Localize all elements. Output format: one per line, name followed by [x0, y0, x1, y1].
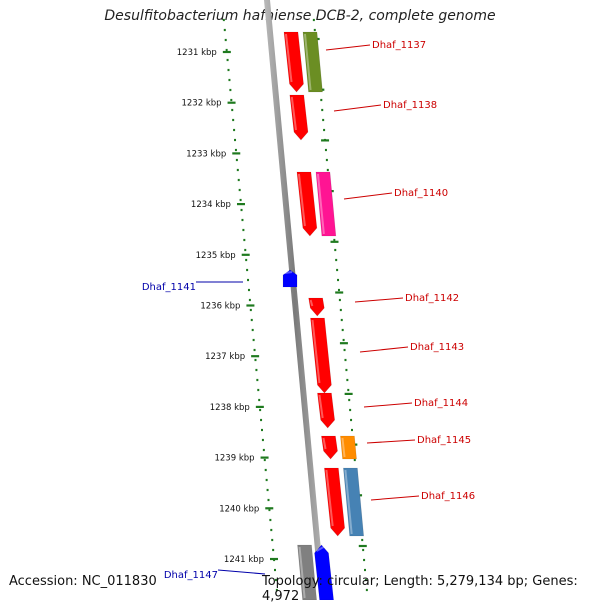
gene-dhaf-1137[interactable] — [283, 31, 323, 93]
gene-label-leader — [333, 104, 382, 112]
gene-block[interactable] — [340, 435, 357, 460]
gene-label[interactable]: Dhaf_1140 — [394, 188, 448, 199]
gene-label[interactable]: Dhaf_1141 — [142, 282, 196, 293]
gene-highlight — [309, 299, 314, 307]
gene-dhaf-1138[interactable] — [289, 94, 309, 141]
genome-title: Desulfitobacterium hafniense DCB-2, comp… — [104, 8, 496, 24]
gene-label[interactable]: Dhaf_1143 — [410, 342, 464, 353]
gene-block[interactable] — [283, 31, 304, 93]
backbone-layer — [263, 0, 326, 600]
gene-label-leader — [363, 402, 413, 408]
gene-label[interactable]: Dhaf_1138 — [383, 100, 437, 111]
gene-highlight — [297, 173, 306, 227]
gene-highlight — [318, 394, 324, 419]
gene-label-leader — [366, 439, 416, 444]
gene-highlight — [311, 319, 321, 384]
gene-layer — [282, 31, 365, 600]
accession-text: Accession: NC_011830 — [9, 574, 157, 589]
kbp-tick-label: 1236 kbp — [200, 302, 240, 312]
kbp-tick-label: 1238 kbp — [210, 403, 250, 413]
gene-highlight — [322, 437, 327, 450]
gene-block[interactable] — [289, 94, 309, 141]
gene-label-leader — [370, 495, 420, 501]
gene-highlight — [290, 96, 297, 131]
gene-highlight — [341, 437, 346, 458]
gene-dhaf-1147[interactable] — [297, 544, 334, 600]
gene-label[interactable]: Dhaf_1145 — [417, 435, 471, 446]
gene-block[interactable] — [314, 544, 334, 600]
kbp-tick-label: 1234 kbp — [191, 200, 231, 210]
label-layer: Dhaf_1137 Dhaf_1138 Dhaf_1140 Dhaf_1141 Dhaf… — [142, 40, 475, 581]
gene-dhaf-1146[interactable] — [324, 467, 365, 537]
kbp-tick-label: 1239 kbp — [214, 454, 254, 464]
gene-highlight — [325, 469, 334, 527]
gene-block[interactable] — [324, 467, 345, 537]
gene-highlight — [303, 33, 312, 91]
gene-block[interactable] — [297, 544, 317, 600]
gene-dhaf-1142[interactable] — [308, 297, 325, 317]
gene-label-leader — [354, 297, 404, 303]
gene-label[interactable]: Dhaf_1144 — [414, 398, 468, 409]
gene-dhaf-1145[interactable] — [321, 435, 357, 460]
gene-dhaf-1140[interactable] — [296, 171, 337, 237]
gene-dhaf-1143[interactable] — [310, 317, 332, 394]
kbp-tick-label: 1240 kbp — [219, 504, 259, 514]
kbp-tick-label: 1237 kbp — [205, 352, 245, 362]
gene-block[interactable] — [302, 31, 323, 93]
gene-label[interactable]: Dhaf_1137 — [372, 40, 426, 51]
gene-label[interactable]: Dhaf_1147 — [164, 570, 218, 581]
kbp-tick-label: 1233 kbp — [186, 149, 226, 159]
gene-label-leader — [359, 346, 409, 353]
kbp-tick-label: 1231 kbp — [177, 48, 217, 58]
gene-highlight — [316, 173, 325, 235]
kbp-tick-label: 1241 kbp — [224, 555, 264, 565]
gene-label[interactable]: Dhaf_1142 — [405, 293, 459, 304]
gene-highlight — [284, 271, 293, 274]
gene-highlight — [298, 546, 306, 599]
gene-block[interactable] — [317, 392, 335, 429]
gene-block[interactable] — [310, 317, 332, 394]
gene-block[interactable] — [296, 171, 318, 237]
kbp-tick-label: 1232 kbp — [181, 99, 221, 109]
gene-highlight — [316, 546, 325, 552]
gene-label[interactable]: Dhaf_1146 — [421, 491, 475, 502]
gene-block[interactable] — [315, 171, 337, 237]
gene-block[interactable] — [321, 435, 338, 460]
gene-block[interactable] — [343, 467, 365, 537]
gene-label-leader — [325, 44, 371, 51]
gene-highlight — [344, 469, 353, 535]
gene-block[interactable] — [282, 269, 298, 288]
gene-block[interactable] — [308, 297, 325, 317]
gene-dhaf-1141[interactable] — [282, 269, 298, 288]
gene-dhaf-1144[interactable] — [317, 392, 335, 429]
gene-label-leader — [217, 569, 266, 575]
genome-backbone — [263, 0, 326, 600]
gene-label-leader — [343, 192, 393, 200]
kbp-tick-label: 1235 kbp — [196, 251, 236, 261]
gene-highlight — [284, 33, 293, 83]
